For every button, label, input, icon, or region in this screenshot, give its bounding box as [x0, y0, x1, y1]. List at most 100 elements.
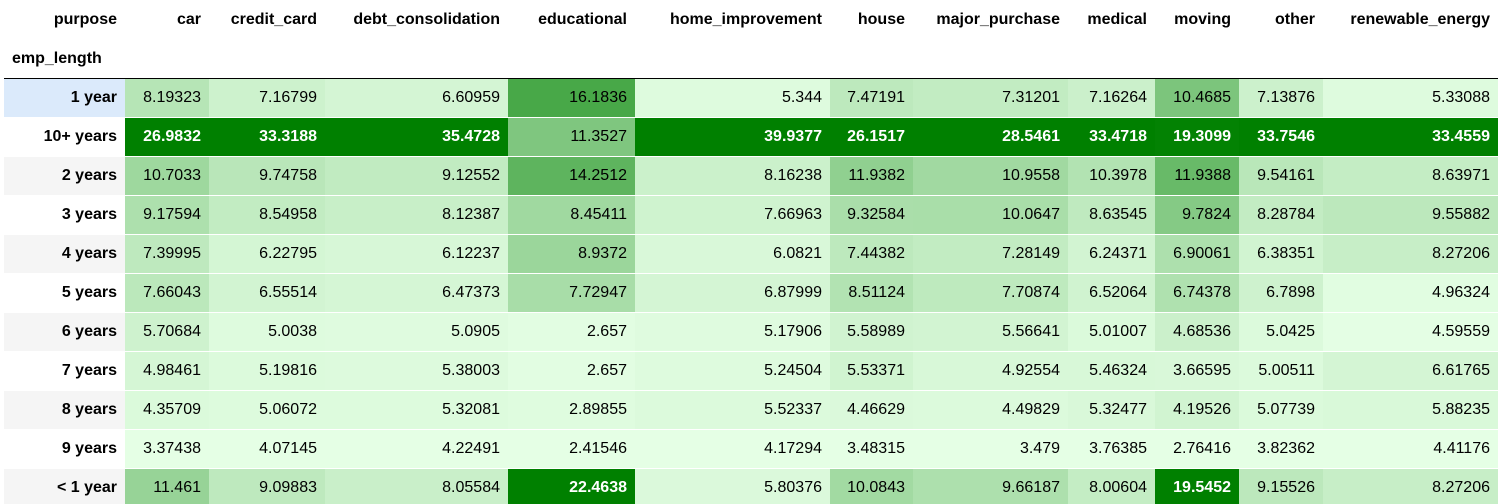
heatmap-cell: 6.12237 [325, 234, 508, 274]
heatmap-cell: 10.4685 [1155, 78, 1239, 118]
heatmap-cell: 8.28784 [1239, 195, 1323, 235]
heatmap-cell: 35.4728 [325, 117, 508, 157]
table-body: 1 year 8.19323 7.16799 6.60959 16.1836 5.344 7… [4, 78, 1498, 504]
heatmap-cell: 14.2512 [508, 156, 635, 196]
heatmap-cell: 4.41176 [1323, 429, 1498, 469]
column-header-credit-card[interactable]: credit_card [209, 0, 325, 39]
heatmap-cell: 5.46324 [1068, 351, 1155, 391]
heatmap-cell: 19.5452 [1155, 468, 1239, 504]
heatmap-cell: 5.88235 [1323, 390, 1498, 430]
heatmap-cell: 5.32081 [325, 390, 508, 430]
heatmap-cell: 4.07145 [209, 429, 325, 469]
heatmap-cell: 11.9382 [830, 156, 913, 196]
row-label[interactable]: 4 years [4, 234, 125, 274]
heatmap-cell: 6.47373 [325, 273, 508, 313]
heatmap-cell: 33.7546 [1239, 117, 1323, 157]
heatmap-cell: 7.70874 [913, 273, 1068, 313]
heatmap-cell: 8.27206 [1323, 234, 1498, 274]
heatmap-cell: 11.461 [125, 468, 209, 504]
heatmap-cell: 5.52337 [635, 390, 830, 430]
heatmap-cell: 4.59559 [1323, 312, 1498, 352]
heatmap-cell: 4.49829 [913, 390, 1068, 430]
row-label[interactable]: 3 years [4, 195, 125, 235]
heatmap-cell: 28.5461 [913, 117, 1068, 157]
heatmap-cell: 10.0647 [913, 195, 1068, 235]
heatmap-cell: 5.56641 [913, 312, 1068, 352]
column-header-car[interactable]: car [125, 0, 209, 39]
heatmap-cell: 5.58989 [830, 312, 913, 352]
heatmap-cell: 4.22491 [325, 429, 508, 469]
heatmap-cell: 4.19526 [1155, 390, 1239, 430]
heatmap-cell: 7.39995 [125, 234, 209, 274]
row-label[interactable]: 7 years [4, 351, 125, 391]
column-header-educational[interactable]: educational [508, 0, 635, 39]
heatmap-cell: 8.16238 [635, 156, 830, 196]
heatmap-cell: 6.38351 [1239, 234, 1323, 274]
heatmap-cell: 4.96324 [1323, 273, 1498, 313]
heatmap-cell: 9.54161 [1239, 156, 1323, 196]
row-label[interactable]: 2 years [4, 156, 125, 196]
heatmap-cell: 5.01007 [1068, 312, 1155, 352]
row-label[interactable]: 6 years [4, 312, 125, 352]
heatmap-cell: 3.48315 [830, 429, 913, 469]
heatmap-cell: 6.74378 [1155, 273, 1239, 313]
heatmap-cell: 10.7033 [125, 156, 209, 196]
heatmap-cell: 5.06072 [209, 390, 325, 430]
heatmap-cell: 5.07739 [1239, 390, 1323, 430]
heatmap-cell: 5.0905 [325, 312, 508, 352]
heatmap-cell: 3.479 [913, 429, 1068, 469]
index-row-spacer [325, 39, 508, 79]
heatmap-cell: 33.3188 [209, 117, 325, 157]
heatmap-cell: 6.60959 [325, 78, 508, 118]
heatmap-cell: 2.76416 [1155, 429, 1239, 469]
heatmap-cell: 6.55514 [209, 273, 325, 313]
row-label[interactable]: 10+ years [4, 117, 125, 157]
column-header-debt-consolidation[interactable]: debt_consolidation [325, 0, 508, 39]
column-header-other[interactable]: other [1239, 0, 1323, 39]
row-label[interactable]: < 1 year [4, 468, 125, 504]
column-header-medical[interactable]: medical [1068, 0, 1155, 39]
table-row: 1 year 8.19323 7.16799 6.60959 16.1836 5.344 7… [4, 78, 1498, 118]
heatmap-cell: 26.9832 [125, 117, 209, 157]
heatmap-cell: 6.90061 [1155, 234, 1239, 274]
heatmap-cell: 8.00604 [1068, 468, 1155, 504]
heatmap-cell: 3.37438 [125, 429, 209, 469]
rows-index-name: emp_length [4, 39, 125, 79]
column-header-major-purchase[interactable]: major_purchase [913, 0, 1068, 39]
heatmap-cell: 5.0038 [209, 312, 325, 352]
table-row: 6 years 5.70684 5.0038 5.0905 2.657 5.17906 5.… [4, 312, 1498, 352]
heatmap-cell: 3.82362 [1239, 429, 1323, 469]
heatmap-cell: 10.9558 [913, 156, 1068, 196]
heatmap-cell: 7.66043 [125, 273, 209, 313]
heatmap-cell: 5.00511 [1239, 351, 1323, 391]
table-row: 10+ years 26.9832 33.3188 35.4728 11.3527 39.… [4, 117, 1498, 157]
column-header-house[interactable]: house [830, 0, 913, 39]
heatmap-cell: 9.12552 [325, 156, 508, 196]
table-row: 7 years 4.98461 5.19816 5.38003 2.657 5.24504… [4, 351, 1498, 391]
index-row-spacer [1323, 39, 1498, 79]
column-header-moving[interactable]: moving [1155, 0, 1239, 39]
heatmap-cell: 33.4718 [1068, 117, 1155, 157]
row-label[interactable]: 9 years [4, 429, 125, 469]
heatmap-cell: 6.0821 [635, 234, 830, 274]
index-row-spacer [1239, 39, 1323, 79]
heatmap-cell: 7.13876 [1239, 78, 1323, 118]
heatmap-cell: 6.61765 [1323, 351, 1498, 391]
heatmap-cell: 5.70684 [125, 312, 209, 352]
heatmap-cell: 10.3978 [1068, 156, 1155, 196]
column-header-renewable-energy[interactable]: renewable_energy [1323, 0, 1498, 39]
heatmap-cell: 8.63545 [1068, 195, 1155, 235]
heatmap-cell: 8.45411 [508, 195, 635, 235]
table-row: 4 years 7.39995 6.22795 6.12237 8.9372 6.0821… [4, 234, 1498, 274]
column-header-home-improvement[interactable]: home_improvement [635, 0, 830, 39]
heatmap-cell: 6.24371 [1068, 234, 1155, 274]
heatmap-cell: 8.05584 [325, 468, 508, 504]
row-label[interactable]: 8 years [4, 390, 125, 430]
heatmap-cell: 5.24504 [635, 351, 830, 391]
row-label[interactable]: 5 years [4, 273, 125, 313]
row-label[interactable]: 1 year [4, 78, 125, 118]
heatmap-cell: 3.66595 [1155, 351, 1239, 391]
heatmap-cell: 2.657 [508, 312, 635, 352]
index-row-spacer [209, 39, 325, 79]
heatmap-cell: 5.33088 [1323, 78, 1498, 118]
